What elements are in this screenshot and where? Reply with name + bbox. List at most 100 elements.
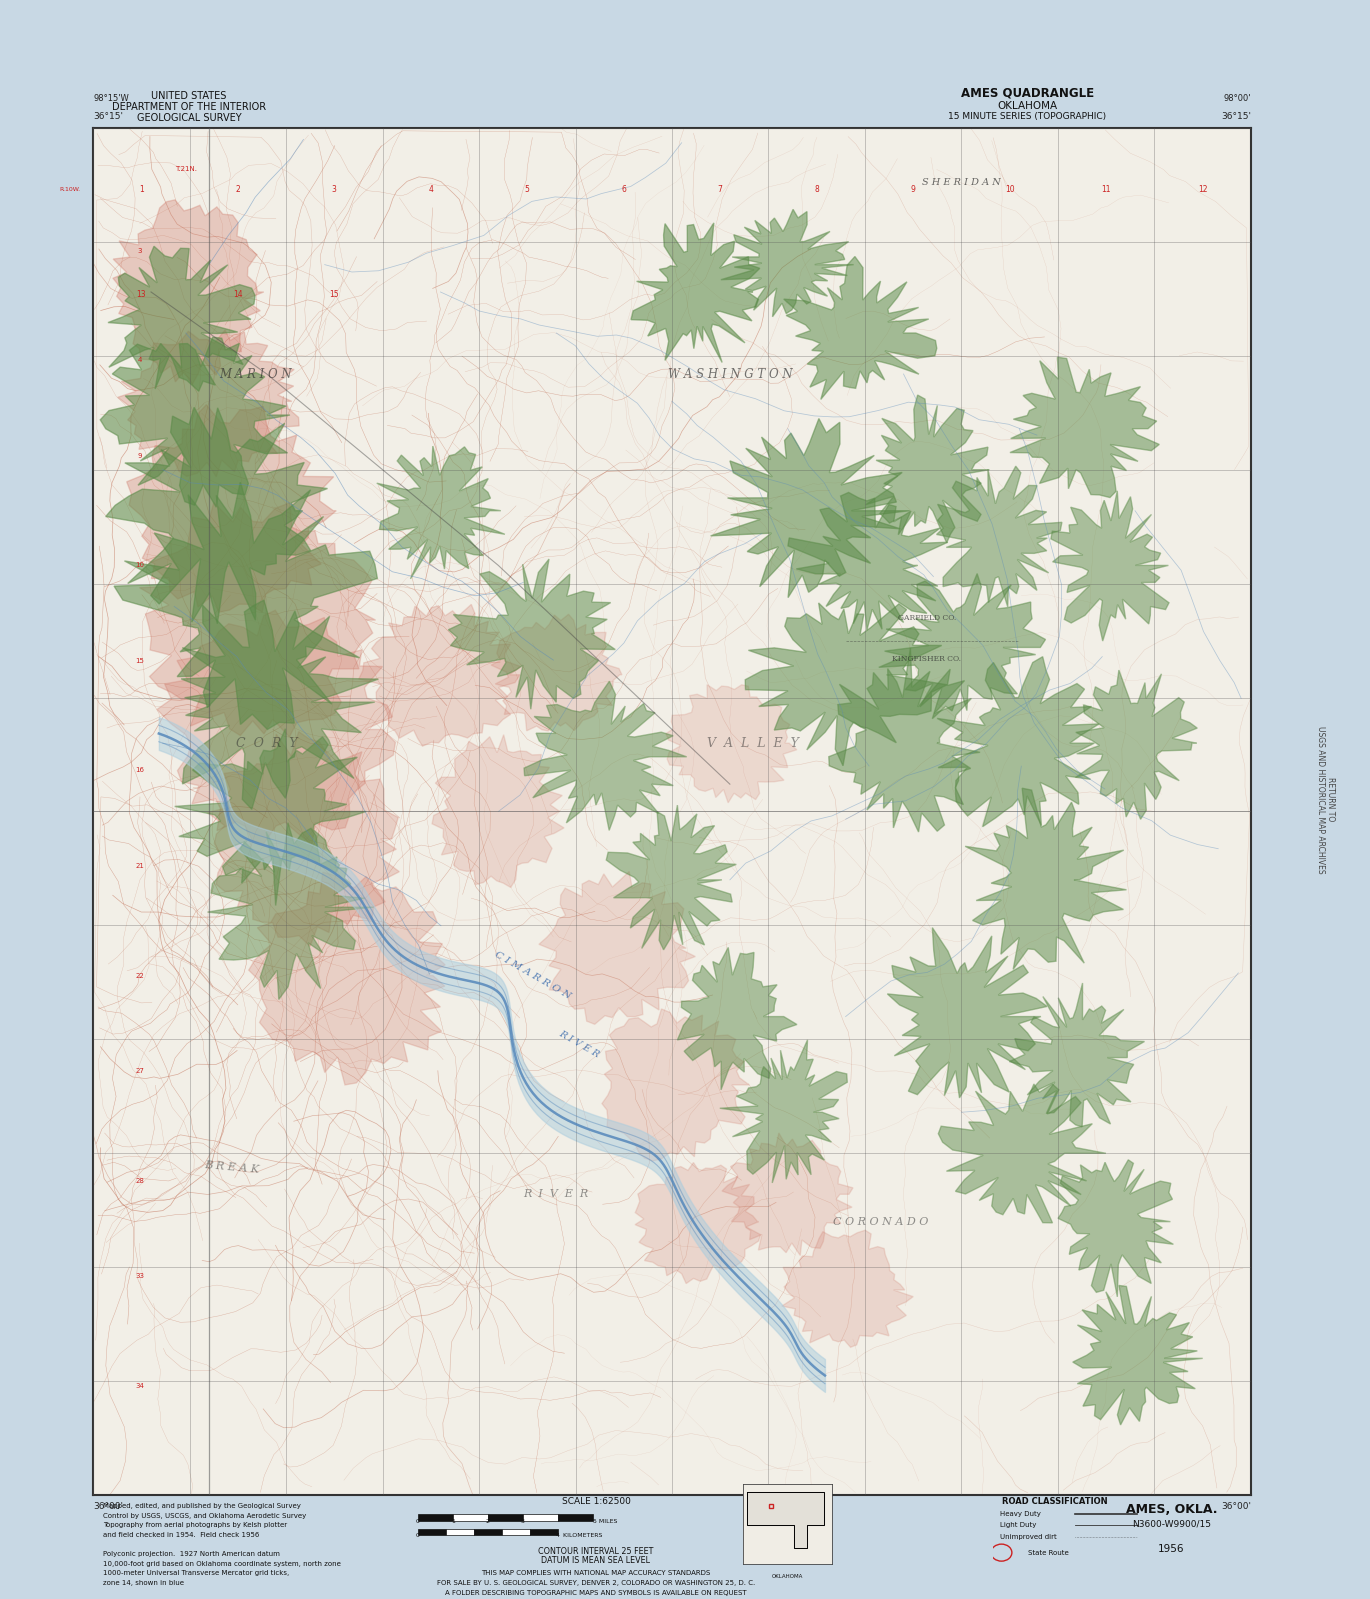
Text: FOR SALE BY U. S. GEOLOGICAL SURVEY, DENVER 2, COLORADO OR WASHINGTON 25, D. C.: FOR SALE BY U. S. GEOLOGICAL SURVEY, DEN… [437,1580,755,1586]
Text: 2: 2 [236,185,240,193]
Text: GEOLOGICAL SURVEY: GEOLOGICAL SURVEY [137,114,241,123]
Text: C I M A R R O N: C I M A R R O N [493,950,573,1001]
Text: 5 MILES: 5 MILES [592,1519,616,1524]
Polygon shape [158,611,396,844]
Text: 4: 4 [556,1532,559,1538]
Polygon shape [722,1134,854,1255]
Polygon shape [1010,357,1159,497]
Polygon shape [105,408,327,624]
Text: 4: 4 [429,185,433,193]
Polygon shape [938,1084,1106,1223]
Text: W A S H I N G T O N: W A S H I N G T O N [667,368,792,381]
Text: 36°15': 36°15' [1221,112,1251,122]
Text: B R E A K: B R E A K [204,1159,260,1174]
Polygon shape [677,948,797,1091]
Bar [488,1514,522,1521]
Text: C  O  R  Y: C O R Y [236,737,297,750]
Text: Control by USGS, USCGS, and Oklahoma Aerodetic Survey: Control by USGS, USCGS, and Oklahoma Aer… [103,1513,306,1519]
Text: 0: 0 [416,1519,419,1524]
Text: 1000-meter Universal Transverse Mercator grid ticks,: 1000-meter Universal Transverse Mercator… [103,1570,289,1577]
Text: 15: 15 [136,659,144,664]
Polygon shape [126,405,336,612]
Polygon shape [964,788,1126,969]
Text: 5: 5 [525,185,530,193]
Polygon shape [490,614,622,731]
Polygon shape [1073,1286,1203,1425]
Bar [445,1529,474,1535]
Text: 28: 28 [136,1177,144,1183]
Text: SCALE 1:62500: SCALE 1:62500 [562,1497,630,1506]
Text: Mapped, edited, and published by the Geological Survey: Mapped, edited, and published by the Geo… [103,1503,300,1509]
Text: R.10W.: R.10W. [59,187,81,192]
Polygon shape [207,823,374,999]
Polygon shape [108,246,255,392]
Text: 3: 3 [137,248,141,254]
Text: 6: 6 [622,185,626,193]
Polygon shape [207,732,399,947]
Polygon shape [782,1230,914,1348]
Polygon shape [711,419,910,598]
Text: AMES QUADRANGLE: AMES QUADRANGLE [960,86,1095,99]
Polygon shape [866,395,989,542]
Polygon shape [666,684,797,803]
Text: UNITED STATES: UNITED STATES [151,91,227,101]
Polygon shape [448,560,615,710]
Text: 1956: 1956 [1158,1545,1185,1554]
Text: RETURN TO
USGS AND HISTORICAL MAP ARCHIVES: RETURN TO USGS AND HISTORICAL MAP ARCHIV… [1315,726,1336,873]
Text: ROAD CLASSIFICATION: ROAD CLASSIFICATION [1001,1497,1108,1506]
Bar [501,1529,530,1535]
Bar [474,1529,501,1535]
Polygon shape [114,483,377,729]
Polygon shape [140,502,375,737]
Text: 98°00': 98°00' [1223,94,1251,104]
Text: 9: 9 [911,185,915,193]
Text: C O R O N A D O: C O R O N A D O [833,1217,927,1226]
Polygon shape [788,492,948,630]
Text: 16: 16 [136,768,144,774]
Text: 1: 1 [451,1519,455,1524]
Polygon shape [937,467,1062,608]
Bar [418,1529,445,1535]
Text: 3: 3 [332,185,337,193]
Text: 10: 10 [136,563,144,568]
Text: State Route: State Route [1028,1549,1069,1556]
Text: N3600-W9900/15: N3600-W9900/15 [1132,1519,1211,1529]
Polygon shape [100,337,290,507]
Text: 15: 15 [330,289,340,299]
Text: 22: 22 [136,972,144,979]
Polygon shape [721,209,854,317]
Text: Topography from aerial photographs by Kelsh plotter: Topography from aerial photographs by Ke… [103,1522,286,1529]
Polygon shape [632,222,760,363]
Text: Polyconic projection.  1927 North American datum: Polyconic projection. 1927 North America… [103,1551,279,1557]
Bar [530,1529,558,1535]
Text: GARFIELD CO.: GARFIELD CO. [897,614,956,622]
Text: 12: 12 [1197,185,1207,193]
Text: R I V E R: R I V E R [558,1028,601,1059]
Polygon shape [175,729,366,905]
Text: 9: 9 [137,453,141,459]
Text: R  I  V  E  R: R I V E R [523,1190,589,1199]
Text: 7: 7 [718,185,722,193]
Text: 15 MINUTE SERIES (TOPOGRAPHIC): 15 MINUTE SERIES (TOPOGRAPHIC) [948,112,1107,122]
Polygon shape [745,603,947,766]
Text: 21: 21 [136,863,144,870]
Bar [558,1514,593,1521]
Text: Light Duty: Light Duty [1000,1522,1037,1529]
Text: OKLAHOMA: OKLAHOMA [997,101,1058,110]
Text: 2: 2 [486,1519,489,1524]
Text: 10,000-foot grid based on Oklahoma coordinate system, north zone: 10,000-foot grid based on Oklahoma coord… [103,1561,341,1567]
Polygon shape [359,604,521,747]
Text: KILOMETERS: KILOMETERS [562,1532,603,1538]
Text: Heavy Duty: Heavy Duty [1000,1511,1041,1517]
Text: 13: 13 [137,289,147,299]
Text: 98°15'W: 98°15'W [93,94,129,104]
Bar [418,1514,452,1521]
Text: AMES, OKLA.: AMES, OKLA. [1126,1503,1217,1516]
Text: 36°00': 36°00' [1221,1501,1251,1511]
Polygon shape [888,927,1047,1099]
Polygon shape [937,657,1099,827]
Text: 33: 33 [136,1273,144,1279]
Polygon shape [538,871,696,1025]
Polygon shape [377,446,506,579]
Polygon shape [784,256,937,400]
